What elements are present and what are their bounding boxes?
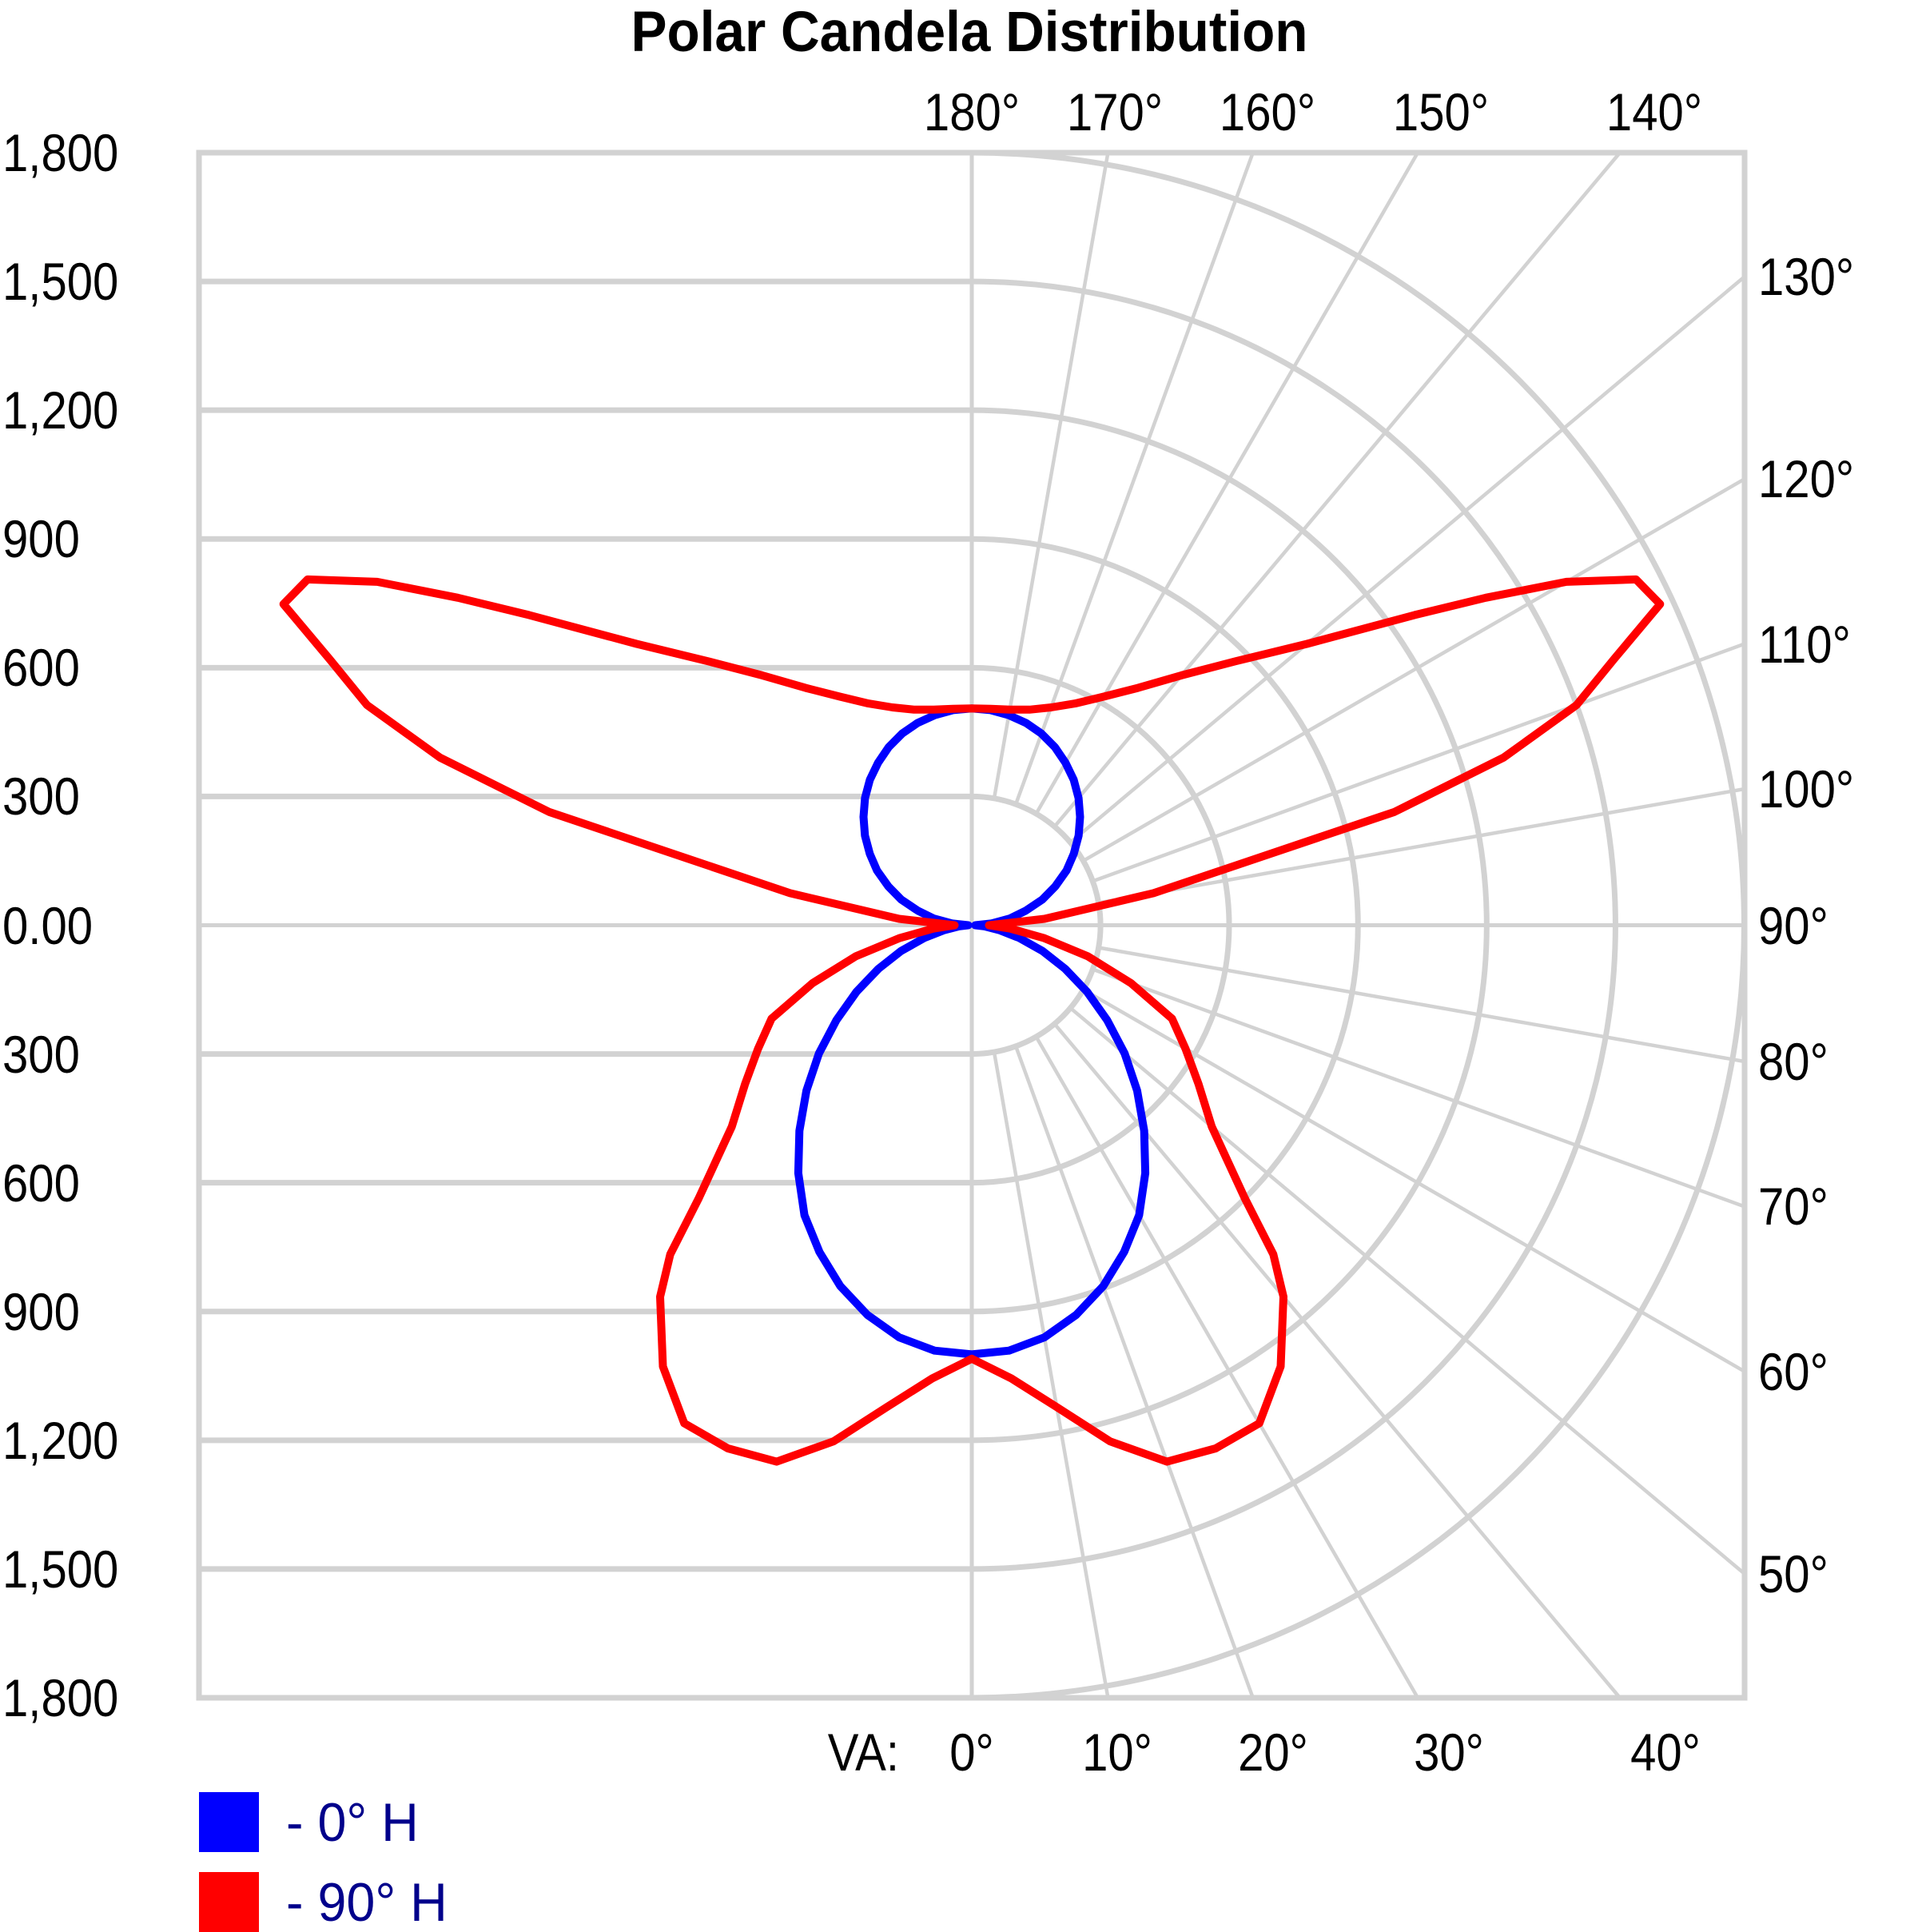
bottom-axis-prefix: VA:	[827, 1723, 899, 1782]
right-angle-label: 100°	[1758, 759, 1855, 819]
curve-90H-plane	[279, 575, 1665, 1466]
left-candela-tick-label: 1,200	[2, 1410, 119, 1470]
left-candela-tick-label: 1,500	[2, 252, 119, 312]
left-candela-tick-label: 1,800	[2, 1668, 119, 1727]
right-angle-label: 110°	[1758, 614, 1851, 674]
left-candela-tick-label: 1,200	[2, 380, 119, 440]
grid-radial-line	[1013, 152, 1255, 805]
right-angle-label: 120°	[1758, 449, 1855, 509]
right-angle-label: 60°	[1758, 1341, 1828, 1401]
legend-label-90h: - 90° H	[286, 1871, 448, 1932]
grid-radial-line	[1098, 946, 1745, 1064]
bottom-angle-label: 10°	[1082, 1723, 1153, 1782]
grid-radial-line	[1034, 151, 1419, 815]
grid-radial-line	[992, 152, 1110, 799]
page-title: Polar Candela Distribution	[631, 1, 1308, 64]
left-candela-tick-label: 900	[2, 1281, 80, 1341]
top-angle-label: 170°	[1067, 82, 1164, 141]
grid-radial-line	[992, 1051, 1110, 1699]
left-candela-tick-label: 1,500	[2, 1539, 119, 1599]
grid-radial-line	[1092, 642, 1745, 883]
left-candela-tick-label: 300	[2, 1024, 80, 1084]
grid-radial-line	[1092, 967, 1745, 1209]
bottom-angle-label: 40°	[1630, 1723, 1701, 1782]
top-angle-label: 180°	[923, 82, 1021, 141]
right-angle-label: 50°	[1758, 1544, 1828, 1603]
left-candela-tick-label: 900	[2, 509, 80, 569]
left-candela-tick-label: 600	[2, 1153, 80, 1213]
right-angle-label: 130°	[1758, 247, 1855, 307]
legend-swatch-0h-icon	[199, 1792, 259, 1852]
right-angle-label: 90°	[1758, 895, 1828, 955]
right-angle-label: 80°	[1758, 1032, 1828, 1091]
plot-border	[196, 149, 1748, 1701]
grid-radial-line	[1053, 151, 1622, 828]
grid-radial-line	[1082, 477, 1746, 862]
top-angle-label: 160°	[1220, 82, 1316, 141]
grid-radial-line	[1068, 1006, 1746, 1575]
grid-radial-line	[1053, 1022, 1622, 1699]
grid-radial-line	[1034, 1035, 1419, 1699]
left-candela-tick-label: 600	[2, 638, 80, 698]
grid-radial-line	[1098, 787, 1745, 905]
left-candela-tick-label: 0.00	[2, 895, 94, 955]
bottom-angle-label: 20°	[1237, 1723, 1308, 1782]
top-angle-label: 140°	[1606, 82, 1702, 141]
right-angle-label: 70°	[1758, 1177, 1828, 1237]
left-candela-tick-label: 300	[2, 767, 80, 827]
top-angle-label: 150°	[1393, 82, 1490, 141]
legend-swatch-90h-icon	[199, 1872, 259, 1932]
grid-radial-line	[1013, 1046, 1255, 1699]
grid-radial-line	[1082, 988, 1746, 1373]
grid-radial-line	[1068, 275, 1746, 844]
left-candela-tick-label: 1,800	[2, 123, 119, 182]
legend-label-0h: - 0° H	[286, 1791, 419, 1853]
bottom-angle-label: 0°	[949, 1723, 994, 1782]
bottom-angle-label: 30°	[1414, 1723, 1485, 1782]
